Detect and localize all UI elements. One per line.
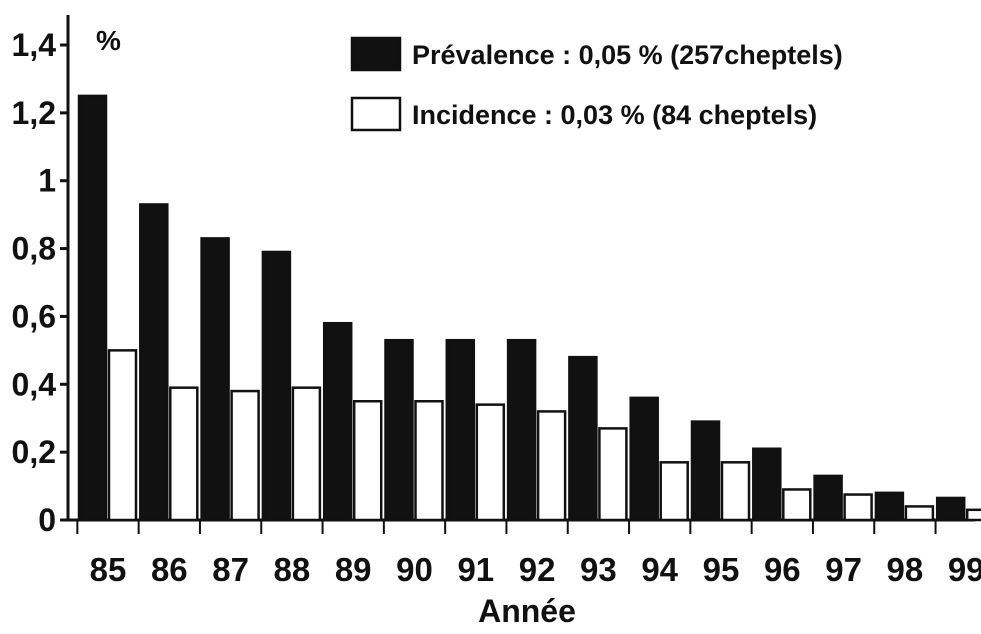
- x-tick-label: 92: [519, 551, 556, 588]
- x-axis-title: Année: [478, 593, 576, 629]
- y-axis: 0 0,2 0,4 0,6 0,8 1 1,2 1,4: [12, 15, 70, 538]
- x-tick-label: 97: [825, 551, 862, 588]
- y-tick-label: 1,4: [12, 27, 57, 63]
- legend-label-prevalence: Prévalence : 0,05 % (257cheptels): [412, 40, 843, 70]
- incidence-bar: [904, 505, 935, 522]
- prevalence-bar: [77, 94, 108, 522]
- incidence-bar: [475, 403, 506, 522]
- incidence-bar: [843, 493, 873, 522]
- x-tick-label: 86: [151, 551, 188, 588]
- prevalence-bar: [200, 237, 230, 522]
- incidence-bar: [782, 488, 812, 522]
- y-tick-label: 0: [38, 502, 56, 538]
- prevalence-bar: [629, 396, 659, 522]
- prevalence-bar: [261, 250, 292, 522]
- incidence-bar: [107, 349, 138, 522]
- incidence-bar: [598, 427, 628, 522]
- bars: [77, 94, 981, 522]
- incidence-bar: [414, 400, 444, 522]
- prevalence-bar: [506, 338, 537, 522]
- x-tick-label: 87: [212, 551, 249, 588]
- incidence-bar: [720, 461, 751, 522]
- prevalence-bar: [322, 321, 353, 522]
- legend-swatch-incidence: [350, 96, 402, 132]
- legend-label-incidence: Incidence : 0,03 % (84 cheptels): [412, 100, 817, 130]
- x-tick-label: 96: [764, 551, 801, 588]
- incidence-bar: [352, 400, 383, 522]
- prevalence-bar: [813, 474, 843, 522]
- y-tick-label: 0,4: [12, 366, 57, 402]
- x-tick-label: 89: [335, 551, 372, 588]
- y-tick-label: 0,2: [12, 434, 56, 470]
- x-tick-label: 91: [457, 551, 494, 588]
- x-tick-label: 90: [396, 551, 433, 588]
- prevalence-bar: [445, 338, 476, 522]
- y-axis-unit-label: %: [96, 25, 121, 56]
- prevalence-bar: [690, 420, 721, 522]
- legend-swatch-prevalence: [350, 36, 402, 72]
- y-tick-label: 0,6: [12, 298, 56, 334]
- x-tick-label: 93: [580, 551, 617, 588]
- prevalence-bar: [752, 447, 782, 522]
- x-tick-label: 88: [274, 551, 311, 588]
- x-tick-label: 94: [641, 551, 678, 588]
- x-tick-label: 98: [887, 551, 924, 588]
- y-tick-label: 1: [38, 163, 56, 199]
- prevalence-bar: [139, 203, 169, 522]
- x-tick-label: 99: [948, 551, 981, 588]
- x-axis: 85 86 87 88 89 90 91 92 93 94 95 96 97 98 99: [68, 518, 981, 588]
- incidence-bar: [536, 410, 567, 522]
- prevalence-bar: [384, 338, 414, 522]
- incidence-bar: [230, 389, 260, 522]
- y-tick-label: 1,2: [12, 95, 56, 131]
- incidence-bar: [169, 386, 199, 522]
- x-tick-label: 95: [703, 551, 740, 588]
- incidence-bar: [965, 508, 981, 522]
- prevalence-bar: [568, 355, 598, 522]
- incidence-bar: [291, 386, 322, 522]
- prevalence-bar: [935, 496, 966, 522]
- prevalence-bar: [874, 491, 905, 522]
- incidence-bar: [659, 461, 689, 522]
- y-tick-label: 0,8: [12, 231, 56, 267]
- legend: Prévalence : 0,05 % (257cheptels) Inciden…: [350, 36, 843, 132]
- x-tick-label: 85: [90, 551, 127, 588]
